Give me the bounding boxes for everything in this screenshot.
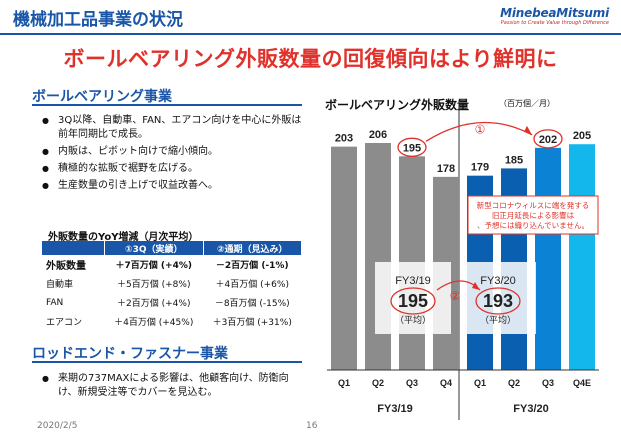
- bullet-item: 積極的な拡販で裾野を広げる。: [42, 162, 304, 176]
- fy19-average-sub: （平均）: [395, 314, 431, 326]
- chart-title: ボールベアリング外販数量: [325, 98, 470, 112]
- table-cell: －8百万個 (-15%): [214, 299, 290, 309]
- highlight-circle: [397, 137, 427, 157]
- table-header-cell: ②通期（見込み）: [203, 241, 302, 255]
- fy20-average-sub: （平均）: [480, 314, 516, 326]
- bar-value-label: 205: [573, 130, 591, 142]
- bar-value-label: 206: [369, 129, 387, 141]
- note-text: 旧正月延長による影響は: [492, 210, 575, 220]
- fy20-average-box: [460, 262, 536, 334]
- table-header-row: ①3Q（実績） ②通期（見込み）: [42, 241, 302, 255]
- fy19-average-value: 195: [398, 291, 428, 311]
- table-cell: ＋7百万個 (+4%): [115, 261, 192, 271]
- group-label: FY3/20: [513, 403, 548, 415]
- note-text: 新型コロナウィルスに端を発する: [477, 200, 590, 210]
- note-box: [467, 195, 599, 235]
- table-cell: FAN: [46, 297, 64, 308]
- section-divider: [32, 104, 302, 106]
- chart-unit: （百万個／月）: [499, 99, 555, 108]
- bullet-list-rod-end: 来期の737MAXによる影響は、他顧客向け、防衛向け、新規受注等でカバーを見込む…: [42, 372, 304, 403]
- table-cell: ＋2百万個 (+4%): [117, 299, 191, 309]
- bar-value-label: 203: [335, 133, 353, 145]
- fy19-average-label: FY3/19: [395, 275, 430, 287]
- table-cell: －2百万個 (-1%): [215, 261, 289, 271]
- bar: [569, 144, 595, 370]
- fy20-average-value: 193: [483, 291, 513, 311]
- note-text: 、予想には織り込んでいません。: [477, 220, 589, 230]
- table-row: 自動車 ＋5百万個 (+8%) ＋4百万個 (+6%): [42, 274, 302, 293]
- x-tick-label: Q1: [474, 378, 486, 388]
- x-tick-label: Q3: [406, 378, 418, 388]
- table-row: 外販数量 ＋7百万個 (+4%) －2百万個 (-1%): [42, 255, 302, 274]
- title-divider: [0, 33, 621, 35]
- yoy-table-title: 外販数量のYoY増減（月次平均）: [48, 232, 199, 243]
- headline: ボールベアリング外販数量の回復傾向はより鮮明に: [63, 47, 558, 71]
- bar-value-label: 202: [539, 134, 557, 146]
- bar: [535, 147, 561, 370]
- x-tick-label: Q3: [542, 378, 554, 388]
- arrow-head: [524, 125, 532, 135]
- table-cell: エアコン: [46, 318, 83, 328]
- x-tick-label: Q2: [372, 378, 384, 388]
- highlight-circle: [533, 129, 563, 149]
- table-cell: ＋3百万個 (+31%): [212, 318, 292, 328]
- trend-arrow: [425, 121, 533, 142]
- table-cell: 自動車: [46, 280, 74, 290]
- bar-value-label: 179: [471, 162, 489, 174]
- bullet-item: 3Q以降、自動車、FAN、エアコン向けを中心に外販は前年同期比で成長。: [42, 114, 304, 142]
- bar: [365, 143, 391, 370]
- annotation-label: ②: [450, 289, 461, 303]
- section-title-ball-bearing: ボールベアリング事業: [32, 89, 172, 105]
- table-header-cell: ①3Q（実績）: [104, 241, 204, 255]
- page-number: 16: [306, 421, 318, 431]
- table-cell: ＋5百万個 (+8%): [117, 280, 191, 290]
- table-row: エアコン ＋4百万個 (+45%) ＋3百万個 (+31%): [42, 312, 302, 331]
- bar: [331, 146, 357, 370]
- bullet-item: 来期の737MAXによる影響は、他顧客向け、防衛向け、新規受注等でカバーを見込む…: [42, 372, 304, 400]
- table-header-cell: [42, 241, 105, 255]
- section-divider: [32, 361, 302, 363]
- x-tick-label: Q1: [338, 378, 350, 388]
- table-cell: ＋4百万個 (+6%): [215, 280, 289, 290]
- page-title: 機械加工品事業の状況: [13, 10, 183, 30]
- arrow-head: [472, 282, 480, 290]
- section-title-rod-end: ロッドエンド・ファスナー事業: [32, 346, 228, 362]
- annotation-label: ①: [475, 122, 486, 136]
- bullet-item: 内販は、ピボット向けで縮小傾向。: [42, 145, 304, 159]
- bar-value-label: 195: [403, 142, 421, 154]
- footer-date: 2020/2/5: [37, 421, 78, 431]
- table-cell: ＋4百万個 (+45%): [114, 318, 194, 328]
- table-row: FAN ＋2百万個 (+4%) －8百万個 (-15%): [42, 293, 302, 312]
- fy19-average-box: [375, 262, 451, 334]
- logo-tagline: Passion to Create Value through Differen…: [500, 20, 609, 26]
- table-cell: 外販数量: [46, 261, 86, 272]
- group-label: FY3/19: [377, 403, 412, 415]
- fy20-average-label: FY3/20: [480, 275, 515, 287]
- x-tick-label: Q4: [440, 378, 452, 388]
- x-tick-label: Q2: [508, 378, 520, 388]
- highlight-circle: [390, 287, 436, 315]
- highlight-circle: [475, 287, 521, 315]
- yoy-table: ①3Q（実績） ②通期（見込み） 外販数量 ＋7百万個 (+4%) －2百万個 …: [42, 241, 302, 331]
- bullet-list-ball-bearing: 3Q以降、自動車、FAN、エアコン向けを中心に外販は前年同期比で成長。 内販は、…: [42, 114, 304, 196]
- logo-brand: MinebeaMitsumi: [500, 6, 609, 20]
- bar-value-label: 178: [437, 163, 455, 175]
- bullet-item: 生産数量の引き上げで収益改善へ。: [42, 179, 304, 193]
- company-logo: MinebeaMitsumi Passion to Create Value t…: [500, 6, 609, 26]
- bar-value-label: 185: [505, 154, 523, 166]
- x-tick-label: Q4E: [573, 378, 591, 388]
